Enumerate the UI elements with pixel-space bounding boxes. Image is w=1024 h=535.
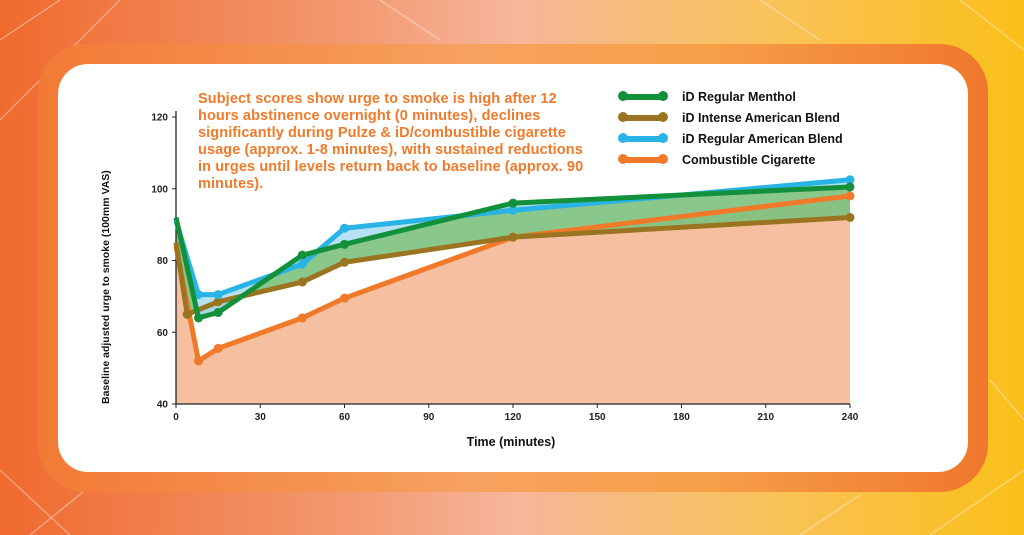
y-tick-label: 120 [151,113,168,124]
legend-item-menthol: iD Regular Menthol [618,86,843,107]
data-point-american [340,223,349,233]
data-point-american [213,290,223,300]
x-tick-label: 180 [673,412,690,423]
x-tick-label: 210 [757,412,774,423]
x-tick-label: 240 [842,412,859,423]
x-axis-label: Time (minutes) [466,435,556,449]
data-point-intense [213,297,223,307]
legend-swatch-american [618,132,668,143]
y-tick-label: 40 [157,400,169,411]
data-point-combustible [297,313,307,323]
x-tick-label: 60 [339,412,351,423]
data-point-combustible [193,356,203,366]
data-point-menthol [508,198,518,208]
x-tick-label: 120 [505,412,522,423]
data-point-intense [340,257,349,267]
data-point-menthol [845,182,855,192]
legend-item-combustible: Combustible Cigarette [618,149,843,170]
chart-legend: iD Regular Menthol iD Intense American B… [618,86,843,170]
y-axis-label: Baseline adjusted urge to smoke (100mm V… [100,170,112,404]
data-point-menthol [297,250,307,260]
x-tick-label: 90 [423,412,435,423]
data-point-intense [508,232,518,242]
y-tick-label: 80 [157,256,169,267]
data-point-american [845,175,855,185]
data-point-combustible [213,343,223,353]
data-point-american [508,205,518,215]
data-point-combustible [340,293,349,303]
legend-item-american: iD Regular American Blend [618,128,843,149]
line-chart: 40 60 80 100 120 0 30 60 90 120 150 180 210 240 [151,111,859,423]
data-point-american [297,259,307,269]
menthol-band-area [176,186,850,318]
legend-swatch-menthol [618,90,668,101]
data-point-menthol [213,308,223,318]
x-tick-label: 0 [173,412,179,423]
x-tick-label: 150 [589,412,606,423]
legend-item-intense: iD Intense American Blend [618,107,843,128]
data-point-intense [297,277,307,287]
legend-swatch-combustible [618,153,668,164]
combustible-area [176,195,850,404]
chart-card: 40 60 80 100 120 0 30 60 90 120 150 180 210 240 Subje… [58,64,968,472]
legend-label: iD Intense American Blend [682,110,840,125]
y-tick-label: 100 [151,184,168,195]
data-point-intense [182,309,192,319]
legend-swatch-intense [618,111,668,122]
legend-label: iD Regular Menthol [682,89,796,104]
x-tick-label: 30 [255,412,267,423]
legend-label: Combustible Cigarette [682,152,816,167]
data-point-menthol [193,313,203,323]
data-point-menthol [340,239,349,249]
legend-label: iD Regular American Blend [682,131,843,146]
data-point-combustible [845,191,855,201]
y-tick-label: 60 [157,328,169,339]
data-point-intense [845,212,855,222]
chart-annotation: Subject scores show urge to smoke is hig… [198,91,584,192]
